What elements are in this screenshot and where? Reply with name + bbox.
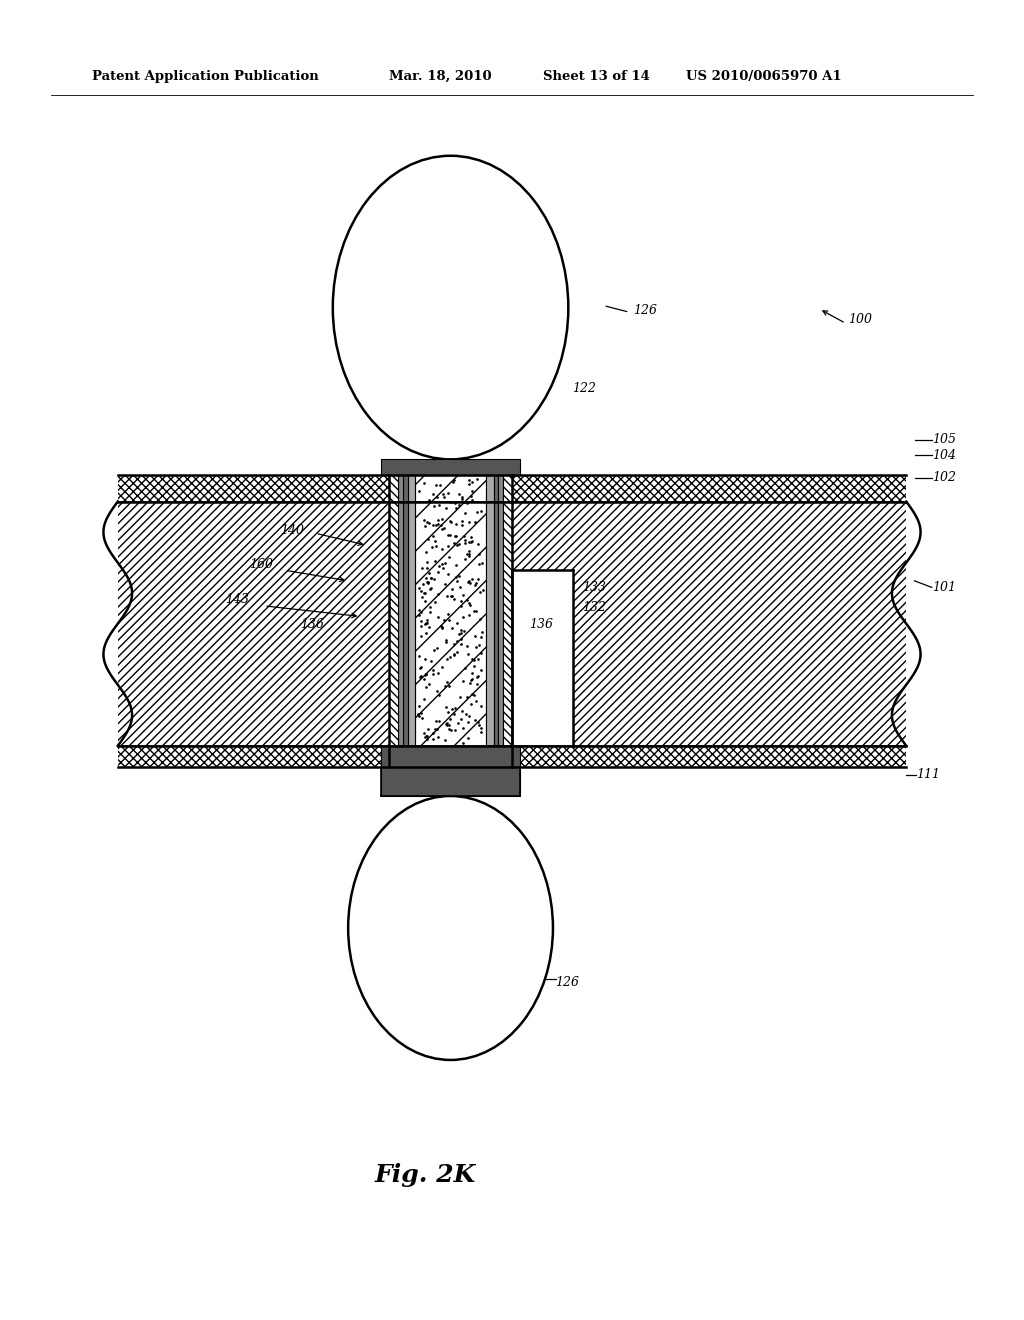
Text: 111: 111 [916,768,940,781]
Bar [118,475,906,502]
Bar [573,570,906,746]
Bar [498,475,503,767]
Bar [381,459,520,475]
Bar [408,475,415,767]
Text: 122: 122 [571,381,596,395]
Bar [398,475,403,767]
Text: 132: 132 [582,601,605,614]
Bar [389,475,398,767]
Text: 126: 126 [633,304,657,317]
Text: 104: 104 [932,449,955,462]
Text: 133: 133 [582,581,605,594]
Text: 102: 102 [932,471,955,484]
Circle shape [333,156,568,459]
Text: Patent Application Publication: Patent Application Publication [92,70,318,83]
Text: 126: 126 [555,975,580,989]
Bar [415,475,486,767]
Text: 101: 101 [932,581,955,594]
Text: 142: 142 [341,271,366,284]
Text: 136: 136 [300,618,325,631]
Text: 143: 143 [225,593,250,606]
Circle shape [348,796,553,1060]
Text: 137: 137 [413,381,437,395]
Bar [512,502,906,570]
Bar [503,475,512,767]
Text: US 2010/0065970 A1: US 2010/0065970 A1 [686,70,842,83]
Bar [118,746,906,767]
Text: Fig. 2K: Fig. 2K [375,1163,475,1187]
Text: 110: 110 [440,870,465,883]
Text: Mar. 18, 2010: Mar. 18, 2010 [389,70,492,83]
Text: 134: 134 [469,381,494,395]
Bar [118,475,906,502]
Text: 160: 160 [249,558,273,572]
Text: 105: 105 [932,433,955,446]
Bar [512,570,573,746]
Text: Sheet 13 of 14: Sheet 13 of 14 [543,70,649,83]
Bar [486,475,494,767]
Bar [381,746,520,796]
Text: 140: 140 [280,524,304,537]
Bar [403,475,408,767]
Bar [118,746,906,767]
Bar [118,502,389,746]
Bar [494,475,498,767]
Text: 136: 136 [528,618,553,631]
Text: 138: 138 [381,381,406,395]
Text: 100: 100 [848,313,872,326]
